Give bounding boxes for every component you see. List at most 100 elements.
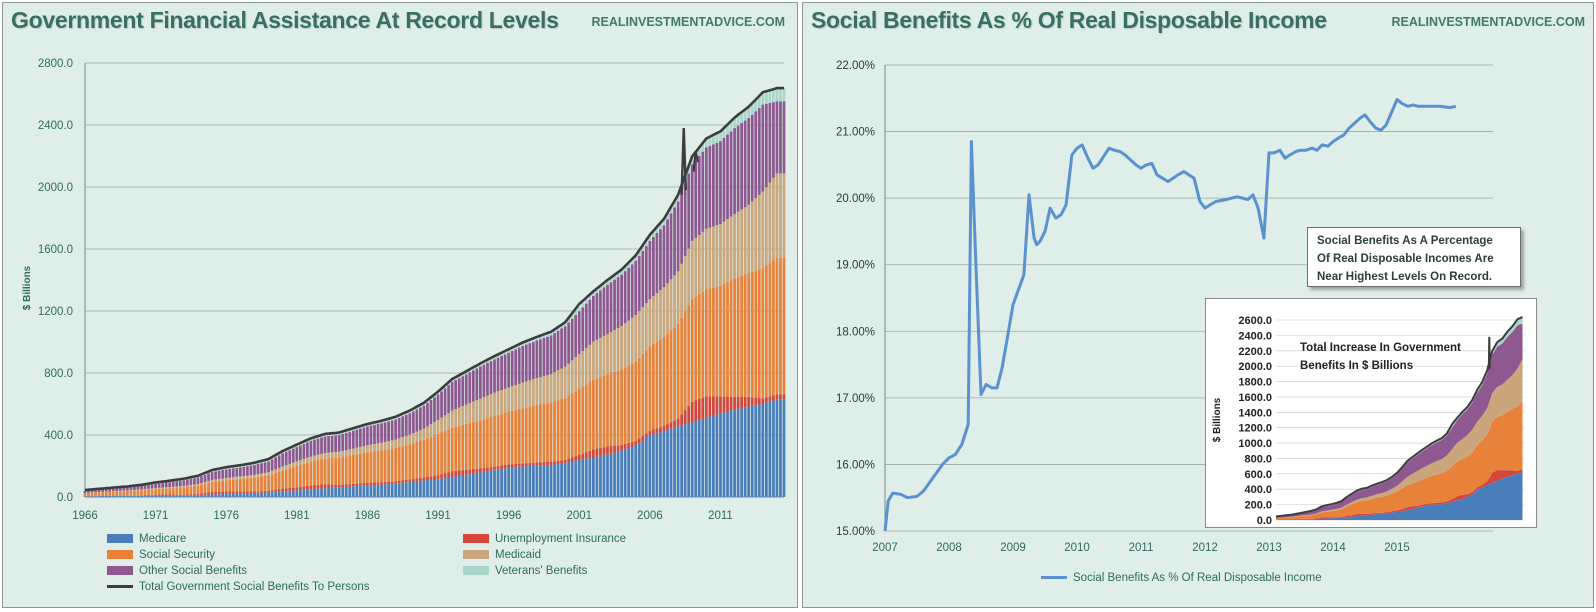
y-tick-label: 1600.0	[1238, 392, 1272, 404]
bar-segment-medicaid	[334, 452, 338, 458]
bar-segment-social_security	[136, 490, 140, 496]
bar-segment-unemployment	[687, 405, 691, 424]
bar-segment-social_security	[104, 492, 108, 496]
bar-segment-social_security	[722, 284, 726, 397]
bar-segment-veterans	[503, 350, 507, 355]
bar-segment-other	[401, 416, 405, 438]
bar-segment-veterans	[560, 324, 563, 329]
bar-segment-veterans	[489, 357, 493, 362]
bar-segment-veterans	[655, 226, 659, 234]
bar-segment-medicaid	[659, 290, 662, 340]
bar-segment-medicaid	[514, 385, 518, 410]
bar-segment-medicare	[655, 433, 659, 497]
bar-segment-social_security	[249, 477, 253, 492]
bar-segment-unemployment	[535, 462, 539, 466]
bar-segment-medicaid	[316, 454, 320, 460]
bar-segment-other	[726, 134, 729, 220]
bar-segment-medicaid	[419, 430, 422, 441]
bar-segment-social_security	[221, 480, 225, 492]
bar-segment-other	[747, 118, 751, 205]
bar-segment-other	[408, 413, 412, 435]
bar-segment-social_security	[316, 459, 320, 485]
bar-segment-unemployment	[267, 490, 270, 493]
bar-segment-social_security	[447, 429, 450, 473]
bar-segment-unemployment	[203, 492, 207, 495]
bar-segment-unemployment	[369, 482, 373, 486]
legend-item-total: Total Government Social Benefits To Pers…	[107, 581, 370, 593]
bar-segment-unemployment	[609, 446, 613, 454]
bar-segment-medicare	[581, 459, 585, 497]
bar-segment-medicaid	[369, 444, 373, 452]
bar-segment-veterans	[553, 329, 556, 334]
bar-segment-other	[673, 207, 676, 276]
bar-segment-medicaid	[461, 406, 465, 425]
bar-segment-medicare	[337, 487, 341, 497]
bar-segment-other	[429, 399, 433, 425]
bar-segment-unemployment	[246, 491, 249, 494]
bar-segment-other	[171, 481, 175, 487]
bar-segment-veterans	[775, 88, 779, 102]
bar-segment-medicare	[637, 443, 641, 497]
bar-segment-medicare	[507, 467, 511, 497]
bar-segment-other	[175, 481, 179, 487]
bar-segment-social_security	[655, 341, 659, 429]
inset-note-line: Total Increase In Government	[1300, 342, 1461, 354]
bar-segment-unemployment	[376, 482, 380, 485]
inset-note-line: Benefits In $ Billions	[1300, 360, 1414, 372]
bar-segment-medicaid	[210, 479, 214, 482]
bar-segment-medicare	[358, 485, 362, 497]
bar-segment-unemployment	[764, 397, 768, 403]
y-tick-label: 0.0	[57, 492, 73, 504]
bar-segment-other	[655, 233, 659, 294]
bar-segment-medicaid	[337, 451, 341, 458]
bar-segment-social_security	[210, 481, 214, 492]
bar-segment-unemployment	[443, 473, 447, 479]
bar-segment-social_security	[309, 461, 313, 486]
bar-segment-other	[782, 101, 786, 174]
legend-label: Total Government Social Benefits To Pers…	[139, 581, 370, 593]
bar-segment-medicaid	[768, 182, 772, 264]
bar-segment-social_security	[553, 401, 556, 462]
bar-segment-other	[676, 201, 680, 272]
bar-segment-social_security	[726, 282, 729, 397]
bar-segment-medicare	[567, 462, 571, 497]
bar-segment-unemployment	[313, 485, 316, 490]
bar-segment-unemployment	[542, 462, 546, 466]
bar-segment-social_security	[404, 445, 408, 480]
bar-segment-social_security	[496, 414, 500, 467]
bar-segment-medicaid	[115, 491, 119, 492]
bar-segment-other	[704, 147, 708, 229]
bar-segment-medicare	[175, 495, 179, 497]
bar-segment-unemployment	[214, 491, 217, 495]
bar-segment-unemployment	[136, 495, 140, 496]
bar-segment-other	[648, 240, 652, 300]
x-tick-label: 2007	[872, 542, 898, 554]
y-tick-label: 400.0	[1244, 484, 1272, 496]
x-tick-label: 2001	[566, 510, 592, 522]
bar-segment-unemployment	[644, 433, 648, 438]
bar-segment-unemployment	[521, 463, 525, 467]
bar-segment-unemployment	[186, 494, 189, 496]
bar-segment-medicare	[125, 495, 129, 497]
bar-segment-medicare	[563, 463, 567, 497]
bar-segment-medicare	[775, 399, 779, 497]
bar-segment-social_security	[355, 454, 359, 484]
bar-segment-other	[620, 274, 623, 327]
bar-segment-medicaid	[178, 486, 182, 488]
bar-segment-unemployment	[274, 489, 278, 492]
bar-segment-other	[306, 442, 309, 458]
y-tick-label: 2000.0	[1238, 361, 1272, 373]
bar-segment-medicaid	[620, 326, 623, 370]
bar-segment-medicaid	[422, 428, 426, 440]
bar-segment-social_security	[380, 450, 383, 483]
bar-segment-medicare	[570, 461, 574, 497]
bar-segment-other	[669, 213, 673, 280]
bar-segment-unemployment	[486, 467, 489, 472]
bar-segment-medicare	[606, 454, 609, 497]
bar-segment-social_security	[175, 487, 179, 495]
bar-segment-other	[443, 388, 447, 416]
bar-segment-social_security	[129, 490, 133, 496]
bar-segment-unemployment	[327, 484, 330, 489]
bar-segment-other	[122, 487, 126, 491]
bar-segment-medicare	[546, 465, 549, 497]
